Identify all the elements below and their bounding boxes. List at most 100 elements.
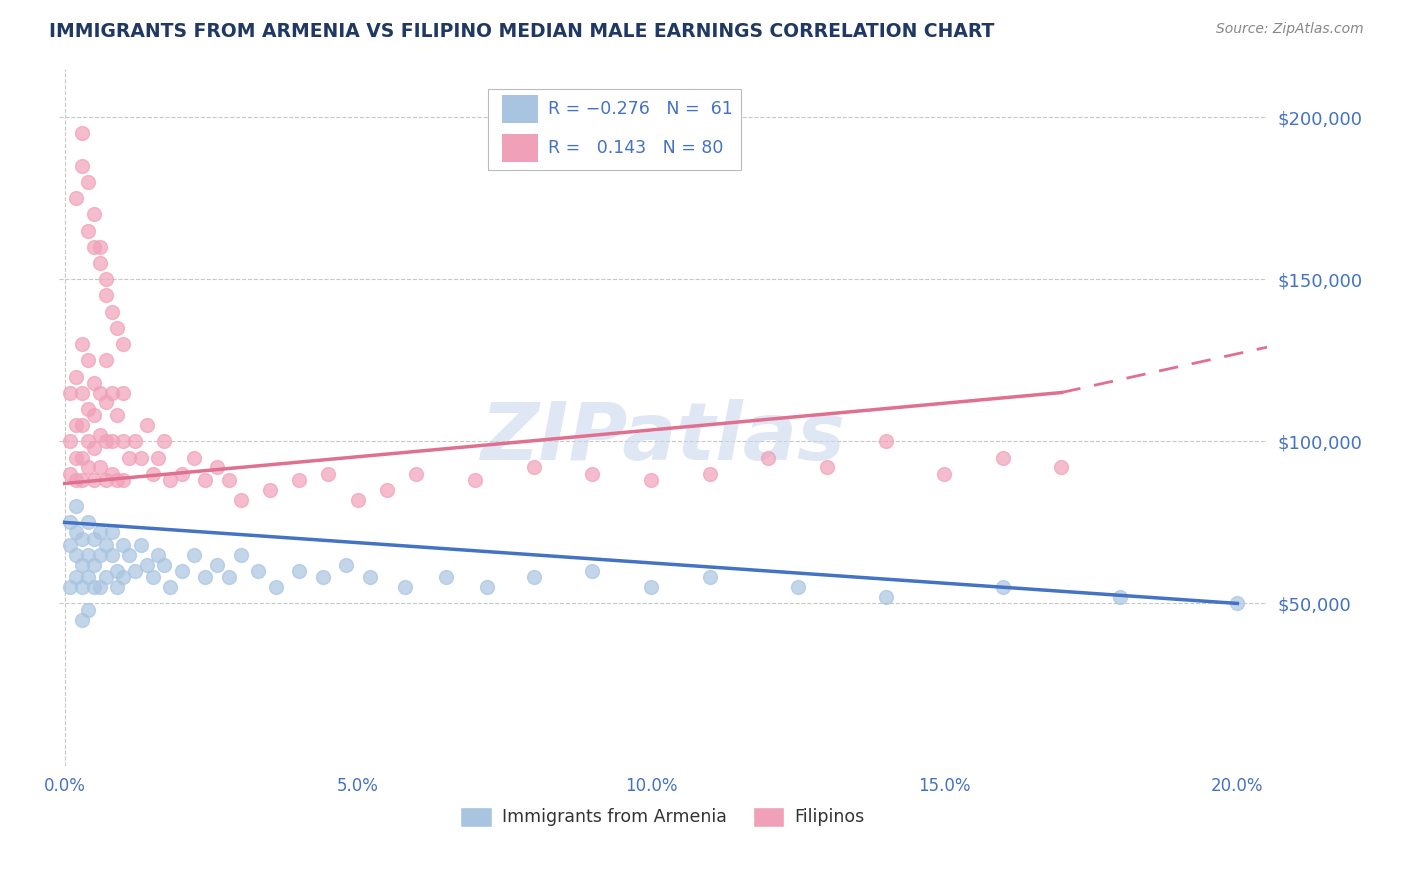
Point bbox=[170, 564, 193, 578]
Point bbox=[100, 467, 122, 481]
Point bbox=[523, 460, 546, 475]
Point bbox=[83, 558, 105, 572]
Point bbox=[124, 564, 146, 578]
Point bbox=[142, 467, 165, 481]
Point bbox=[107, 564, 129, 578]
Point bbox=[65, 548, 87, 562]
Point bbox=[434, 570, 457, 584]
Text: IMMIGRANTS FROM ARMENIA VS FILIPINO MEDIAN MALE EARNINGS CORRELATION CHART: IMMIGRANTS FROM ARMENIA VS FILIPINO MEDI… bbox=[49, 22, 994, 41]
Point bbox=[581, 564, 603, 578]
Point bbox=[100, 385, 122, 400]
Point bbox=[59, 467, 82, 481]
Point bbox=[83, 240, 105, 254]
Point bbox=[77, 570, 100, 584]
Point bbox=[148, 548, 170, 562]
Point bbox=[118, 450, 141, 465]
Point bbox=[70, 580, 93, 594]
Point bbox=[640, 473, 662, 487]
Point bbox=[83, 376, 105, 390]
Point bbox=[153, 434, 176, 449]
Point bbox=[83, 409, 105, 423]
Point bbox=[65, 473, 87, 487]
Point bbox=[875, 590, 897, 604]
Point bbox=[59, 516, 82, 530]
Text: R = −0.276   N =  61: R = −0.276 N = 61 bbox=[548, 100, 733, 118]
FancyBboxPatch shape bbox=[502, 134, 538, 161]
Point bbox=[89, 385, 111, 400]
Point bbox=[699, 570, 721, 584]
Point bbox=[288, 473, 311, 487]
Point bbox=[581, 467, 603, 481]
Point bbox=[94, 434, 117, 449]
Point bbox=[94, 288, 117, 302]
Point bbox=[70, 337, 93, 351]
Y-axis label: Median Male Earnings: Median Male Earnings bbox=[0, 333, 7, 501]
Point bbox=[1050, 460, 1073, 475]
Point bbox=[83, 441, 105, 455]
Point bbox=[100, 304, 122, 318]
Point bbox=[89, 525, 111, 540]
Point bbox=[59, 538, 82, 552]
Point bbox=[65, 191, 87, 205]
Point bbox=[70, 613, 93, 627]
Point bbox=[77, 434, 100, 449]
Point bbox=[640, 580, 662, 594]
Point bbox=[100, 525, 122, 540]
Point bbox=[194, 473, 217, 487]
Point bbox=[65, 369, 87, 384]
Point bbox=[159, 580, 181, 594]
Point bbox=[77, 603, 100, 617]
Point bbox=[475, 580, 498, 594]
Point bbox=[70, 473, 93, 487]
Point bbox=[170, 467, 193, 481]
Point bbox=[70, 127, 93, 141]
Point bbox=[112, 337, 135, 351]
Point bbox=[77, 175, 100, 189]
Point bbox=[83, 580, 105, 594]
Point bbox=[1226, 596, 1249, 610]
Point bbox=[65, 450, 87, 465]
Text: Source: ZipAtlas.com: Source: ZipAtlas.com bbox=[1216, 22, 1364, 37]
Point bbox=[124, 434, 146, 449]
Point bbox=[107, 321, 129, 335]
Point bbox=[70, 558, 93, 572]
Text: R =   0.143   N = 80: R = 0.143 N = 80 bbox=[548, 138, 723, 157]
Point bbox=[786, 580, 808, 594]
Point bbox=[77, 401, 100, 416]
Point bbox=[94, 272, 117, 286]
Point bbox=[247, 564, 270, 578]
Text: ZIPatlas: ZIPatlas bbox=[481, 399, 845, 477]
Point bbox=[359, 570, 381, 584]
Point bbox=[135, 558, 157, 572]
Point bbox=[89, 428, 111, 442]
Point bbox=[229, 548, 252, 562]
Point bbox=[94, 473, 117, 487]
Point bbox=[218, 570, 240, 584]
Point bbox=[991, 450, 1014, 465]
Point bbox=[756, 450, 779, 465]
Point bbox=[153, 558, 176, 572]
FancyBboxPatch shape bbox=[502, 95, 538, 123]
Point bbox=[335, 558, 357, 572]
Point bbox=[405, 467, 427, 481]
Point bbox=[94, 538, 117, 552]
Point bbox=[875, 434, 897, 449]
Point bbox=[118, 548, 141, 562]
Point bbox=[77, 353, 100, 368]
Legend: Immigrants from Armenia, Filipinos: Immigrants from Armenia, Filipinos bbox=[454, 799, 872, 833]
Point bbox=[100, 548, 122, 562]
Point bbox=[112, 434, 135, 449]
Point bbox=[112, 570, 135, 584]
Point bbox=[65, 499, 87, 513]
Point bbox=[464, 473, 486, 487]
Point bbox=[148, 450, 170, 465]
Point bbox=[83, 473, 105, 487]
Point bbox=[77, 548, 100, 562]
Point bbox=[375, 483, 398, 497]
Point bbox=[89, 580, 111, 594]
Point bbox=[142, 570, 165, 584]
Point bbox=[77, 224, 100, 238]
Point bbox=[70, 385, 93, 400]
Point bbox=[129, 538, 152, 552]
Point bbox=[112, 538, 135, 552]
